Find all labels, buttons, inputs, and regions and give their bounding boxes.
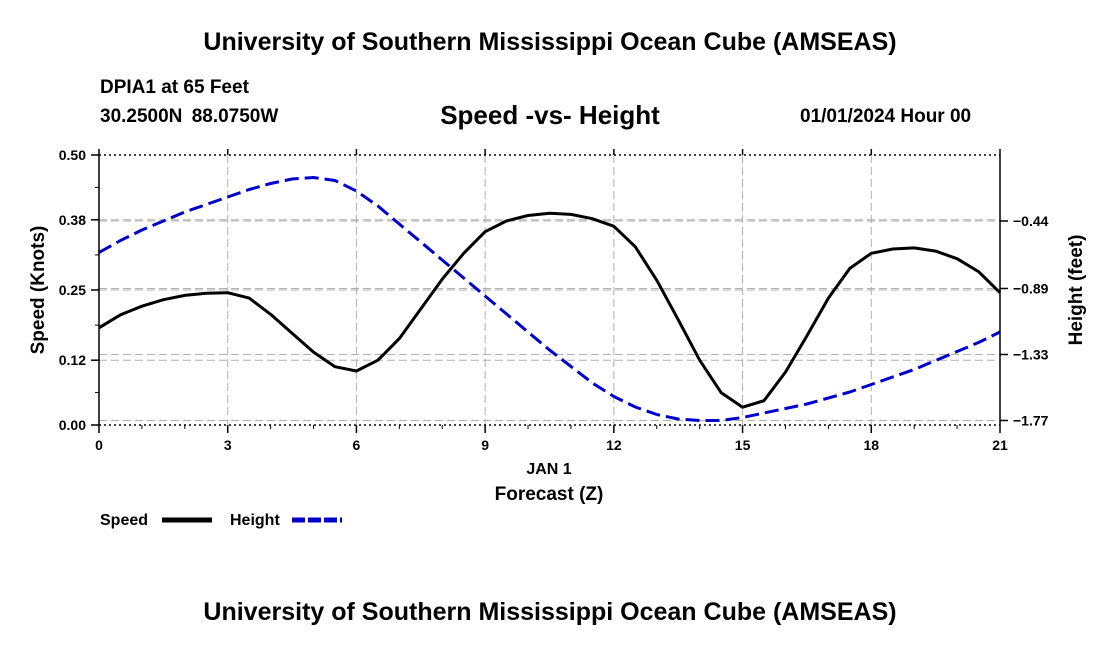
x-axis-tick-label: 0 bbox=[95, 437, 103, 453]
forecast-datetime: 01/01/2024 Hour 00 bbox=[800, 106, 972, 127]
left-axis-tick-label: 0.00 bbox=[59, 417, 86, 433]
left-axis-tick-label: 0.50 bbox=[59, 147, 86, 163]
x-axis-tick-label: 6 bbox=[353, 437, 361, 453]
left-axis: 0.00 0.12 0.25 0.38 0.50 bbox=[59, 147, 99, 433]
right-axis-tick-label: −1.33 bbox=[1013, 347, 1049, 363]
series-layer bbox=[98, 176, 1002, 422]
height-series-line bbox=[98, 176, 1001, 422]
x-axis-tick-label: 21 bbox=[992, 437, 1008, 453]
x-axis-date-label: JAN 1 bbox=[526, 461, 571, 478]
right-axis-title: Height (feet) bbox=[1066, 235, 1087, 346]
left-axis-tick-label: 0.12 bbox=[59, 352, 86, 368]
page-title: University of Southern Mississippi Ocean… bbox=[203, 28, 897, 56]
left-axis-tick-label: 0.38 bbox=[59, 212, 86, 228]
x-axis-title: Forecast (Z) bbox=[495, 484, 604, 505]
x-axis: 0 3 6 9 12 15 18 21 bbox=[95, 149, 1008, 453]
station-label: DPIA1 at 65 Feet bbox=[100, 77, 249, 98]
left-axis-tick-label: 0.25 bbox=[59, 282, 86, 298]
right-axis: −0.44 −0.89 −1.33 −1.77 bbox=[1000, 213, 1049, 429]
legend-speed-label: Speed bbox=[100, 512, 148, 529]
x-axis-tick-label: 9 bbox=[481, 437, 489, 453]
legend: Speed Height bbox=[100, 512, 342, 529]
coordinates: 30.2500N 88.0750W bbox=[100, 106, 278, 128]
speed-series-line bbox=[98, 211, 1002, 409]
chart-subtitle: Speed -vs- Height bbox=[440, 100, 660, 130]
x-axis-tick-label: 18 bbox=[863, 437, 879, 453]
footer-title: University of Southern Mississippi Ocean… bbox=[203, 598, 897, 626]
x-axis-tick-label: 15 bbox=[735, 437, 751, 453]
x-axis-tick-label: 12 bbox=[606, 437, 622, 453]
x-axis-tick-label: 3 bbox=[224, 437, 232, 453]
right-axis-tick-label: −0.89 bbox=[1013, 281, 1049, 297]
right-axis-tick-label: −0.44 bbox=[1013, 213, 1049, 229]
legend-height-label: Height bbox=[230, 512, 280, 529]
right-axis-tick-label: −1.77 bbox=[1013, 413, 1049, 429]
latitude: 30.2500N bbox=[100, 106, 183, 127]
grid bbox=[99, 155, 1000, 425]
longitude: 88.0750W bbox=[191, 106, 279, 127]
left-axis-title: Speed (Knots) bbox=[28, 226, 49, 355]
